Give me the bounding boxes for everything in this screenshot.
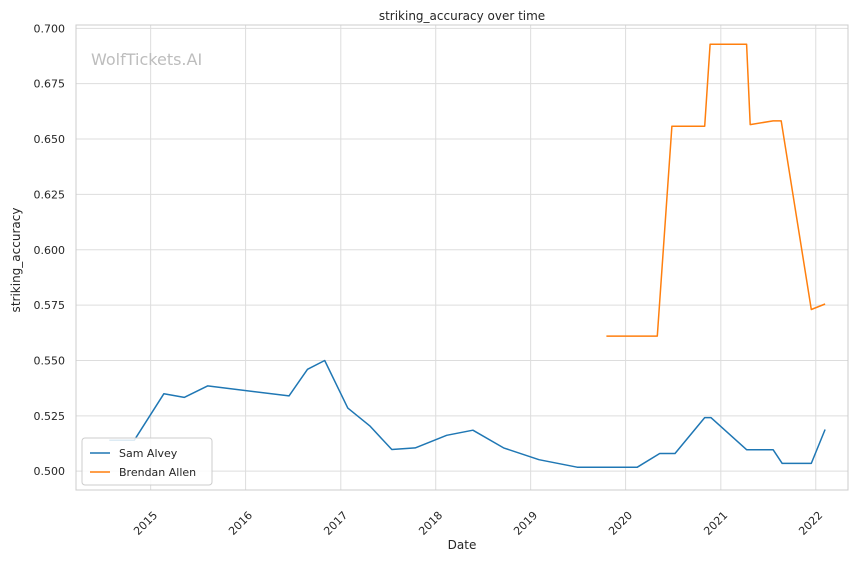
series-line: [109, 359, 826, 468]
legend: Sam Alvey Brendan Allen: [81, 437, 213, 486]
y-tick-label: 0.500: [34, 465, 66, 478]
plot-frame: [75, 24, 849, 491]
series-lines: [109, 43, 826, 468]
series-line: [606, 43, 826, 337]
y-tick-label: 0.600: [34, 244, 66, 257]
grid-lines: [76, 25, 848, 490]
y-tick-label: 0.675: [34, 78, 66, 91]
y-tick-label: 0.700: [34, 22, 66, 35]
legend-box: [81, 437, 213, 486]
y-tick-label: 0.625: [34, 188, 66, 201]
y-tick-label: 0.550: [34, 354, 66, 367]
legend-label: Sam Alvey: [119, 447, 178, 460]
legend-label: Brendan Allen: [119, 466, 196, 479]
x-axis-label: Date: [448, 538, 477, 552]
y-tick-label: 0.650: [34, 133, 66, 146]
chart-title: striking_accuracy over time: [379, 9, 545, 23]
watermark: WolfTickets.AI: [91, 50, 202, 69]
y-axis-label: striking_accuracy: [9, 208, 23, 313]
y-tick-label: 0.575: [34, 299, 66, 312]
y-tick-label: 0.525: [34, 410, 66, 423]
